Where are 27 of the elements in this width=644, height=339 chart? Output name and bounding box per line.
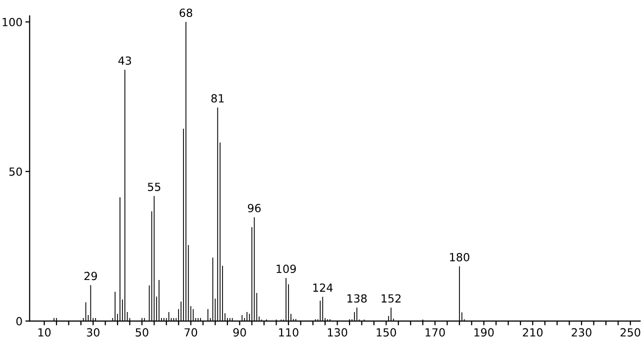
annotation: 55	[148, 182, 160, 192]
y-tick-label: 100	[2, 18, 22, 26]
x-tick-label: 110	[279, 328, 298, 337]
annotation: 96	[248, 204, 261, 212]
annotation: 68	[180, 8, 192, 17]
annotation: 43	[118, 56, 132, 65]
x-tick-label: 190	[474, 328, 494, 337]
y-tick-label: 50	[9, 167, 22, 176]
annotation: 138	[347, 294, 367, 303]
x-tick-label: 210	[522, 328, 543, 337]
annotation: 180	[450, 252, 470, 262]
x-tick-label: 170	[426, 328, 445, 337]
annotation: 29	[84, 272, 97, 280]
x-tick-label: 150	[376, 328, 396, 337]
x-tick-label: 230	[572, 328, 592, 337]
annotation: 81	[211, 94, 224, 103]
y-tick-label: 0	[16, 317, 22, 326]
x-tick-label: 10	[38, 328, 51, 337]
x-tick-label: 250	[620, 328, 640, 337]
x-tick-label: 30	[86, 328, 100, 337]
x-tick-label: 70	[184, 328, 198, 337]
x-tick-label: 90	[233, 328, 246, 337]
annotation: 109	[276, 264, 296, 274]
x-tick-label: 50	[136, 328, 148, 337]
x-tick-label: 130	[328, 328, 348, 337]
annotation: 152	[382, 294, 401, 303]
annotation: 124	[313, 283, 333, 292]
